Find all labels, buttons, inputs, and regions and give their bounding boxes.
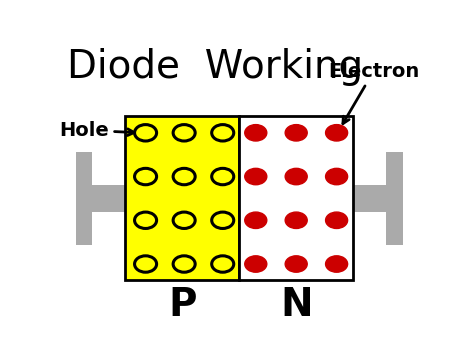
Circle shape	[212, 168, 234, 185]
Circle shape	[285, 125, 307, 141]
Text: P: P	[168, 286, 197, 324]
Circle shape	[326, 212, 347, 229]
Circle shape	[135, 125, 156, 141]
Circle shape	[245, 125, 267, 141]
Circle shape	[135, 168, 156, 185]
Circle shape	[212, 212, 234, 229]
Circle shape	[173, 168, 195, 185]
Bar	[239, 116, 353, 280]
Text: Electron: Electron	[328, 62, 419, 124]
Circle shape	[285, 256, 307, 272]
Circle shape	[245, 256, 267, 272]
Circle shape	[212, 256, 234, 272]
Circle shape	[173, 256, 195, 272]
Circle shape	[245, 212, 267, 229]
Circle shape	[245, 168, 267, 185]
Circle shape	[326, 256, 347, 272]
Circle shape	[326, 168, 347, 185]
Bar	[386, 152, 403, 245]
Text: Diode  Working: Diode Working	[66, 48, 363, 86]
Bar	[76, 152, 92, 245]
Text: N: N	[280, 286, 312, 324]
Circle shape	[173, 125, 195, 141]
Bar	[92, 185, 125, 212]
Circle shape	[285, 212, 307, 229]
Circle shape	[285, 168, 307, 185]
Circle shape	[135, 256, 156, 272]
Bar	[353, 185, 386, 212]
Circle shape	[173, 212, 195, 229]
Circle shape	[212, 125, 234, 141]
Bar	[125, 116, 239, 280]
Circle shape	[135, 212, 156, 229]
Circle shape	[326, 125, 347, 141]
Text: Hole: Hole	[59, 121, 134, 140]
